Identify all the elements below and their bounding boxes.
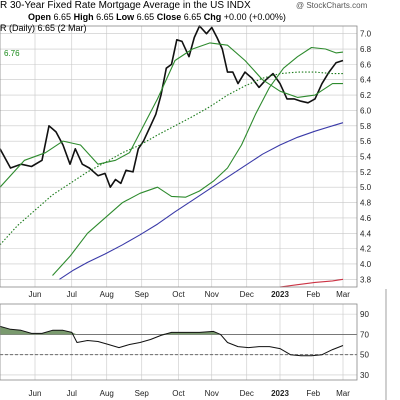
x-tick-label: Jun [29, 290, 42, 299]
x-tick-label: Dec [240, 290, 254, 299]
close-value: 6.65 [183, 12, 202, 22]
ma-value-label: 6.76 [4, 49, 20, 58]
y-tick-label: 90 [360, 310, 369, 319]
x-tick-label: Oct [172, 290, 185, 299]
y-tick-label: 4.6 [360, 214, 372, 223]
price-line [0, 25, 344, 188]
rsi-x-axis: Jun Jul Aug Sep Oct Nov Dec 2023 Feb Mar [29, 389, 351, 398]
y-tick-label: 4.0 [360, 260, 372, 269]
price-series [0, 25, 344, 288]
y-tick-label: 6.6 [360, 60, 372, 69]
x-tick-label: Mar [336, 389, 350, 398]
chart-title: R 30-Year Fixed Rate Mortgage Average in… [0, 0, 251, 11]
y-tick-label: 5.2 [360, 168, 372, 177]
y-tick-label: 4.4 [360, 229, 372, 238]
ma_blue-line [59, 122, 344, 280]
open-value: 6.65 [53, 12, 72, 22]
x-tick-label: Feb [306, 290, 320, 299]
y-tick-label: 6.4 [360, 76, 372, 85]
ma_mid-line [52, 46, 344, 276]
panel-frames [0, 25, 387, 400]
y-tick-label: 6.2 [360, 91, 372, 100]
chg-value: +0.00 (+0.00%) [223, 12, 286, 22]
x-tick-label: Sep [135, 389, 150, 398]
x-tick-label: Oct [172, 389, 185, 398]
y-tick-label: 5.8 [360, 122, 372, 131]
x-tick-label: Aug [100, 389, 114, 398]
y-tick-label: 30 [360, 371, 369, 380]
open-label: Open [28, 12, 52, 22]
rsi-series [0, 325, 344, 357]
y-tick-label: 4.2 [360, 245, 372, 254]
y-tick-label: 3.8 [360, 275, 372, 284]
copyright-text: @ StockCharts.com [296, 1, 368, 10]
close-label: Close [156, 12, 182, 22]
y-tick-label: 7.0 [360, 30, 372, 39]
y-tick-label: 5.4 [360, 153, 372, 162]
x-tick-label: Feb [306, 389, 320, 398]
ma_short-line [0, 42, 343, 188]
chg-label: Chg [203, 12, 222, 22]
price-y-axis: 3.8 4.0 4.2 4.4 4.6 4.8 5.0 5.2 5.4 5.6 5.8 6.0 6.2 6… [360, 30, 372, 285]
x-tick-label: Aug [100, 290, 114, 299]
y-tick-label: 50 [360, 351, 369, 360]
symbol-line: R (Daily) 6.65 (2 Mar) [0, 23, 87, 33]
x-tick-label: Dec [240, 389, 254, 398]
ma_red-line [279, 278, 344, 288]
y-tick-label: 5.0 [360, 183, 372, 192]
low-label: Low [116, 12, 135, 22]
x-tick-label: Jul [67, 290, 77, 299]
panel-frame [0, 303, 358, 381]
high-value: 6.65 [96, 12, 114, 22]
high-label: High [73, 12, 94, 22]
x-tick-label: Sep [135, 290, 150, 299]
y-tick-label: 4.8 [360, 199, 372, 208]
x-tick-label: Nov [205, 389, 219, 398]
x-tick-label: Nov [205, 290, 219, 299]
ohlc-readout: Open 6.65 High 6.65 Low 6.65 Close 6.65 … [28, 12, 286, 22]
y-tick-label: 6.8 [360, 45, 372, 54]
x-tick-label: 2023 [271, 290, 289, 299]
x-tick-label: 2023 [271, 389, 289, 398]
y-tick-label: 5.6 [360, 137, 372, 146]
x-tick-label: Jul [67, 389, 77, 398]
ma_long-line [0, 71, 343, 246]
low-value: 6.65 [136, 12, 155, 22]
rsi-y-axis: 30 50 70 90 [360, 310, 369, 380]
x-tick-label: Mar [336, 290, 350, 299]
y-tick-label: 6.0 [360, 106, 372, 115]
panel-frame [0, 25, 358, 288]
price-x-axis: Jun Jul Aug Sep Oct Nov Dec 2023 Feb Mar [29, 290, 351, 299]
y-tick-label: 70 [360, 330, 369, 339]
rsi-line [0, 325, 344, 357]
x-tick-label: Jun [29, 389, 42, 398]
